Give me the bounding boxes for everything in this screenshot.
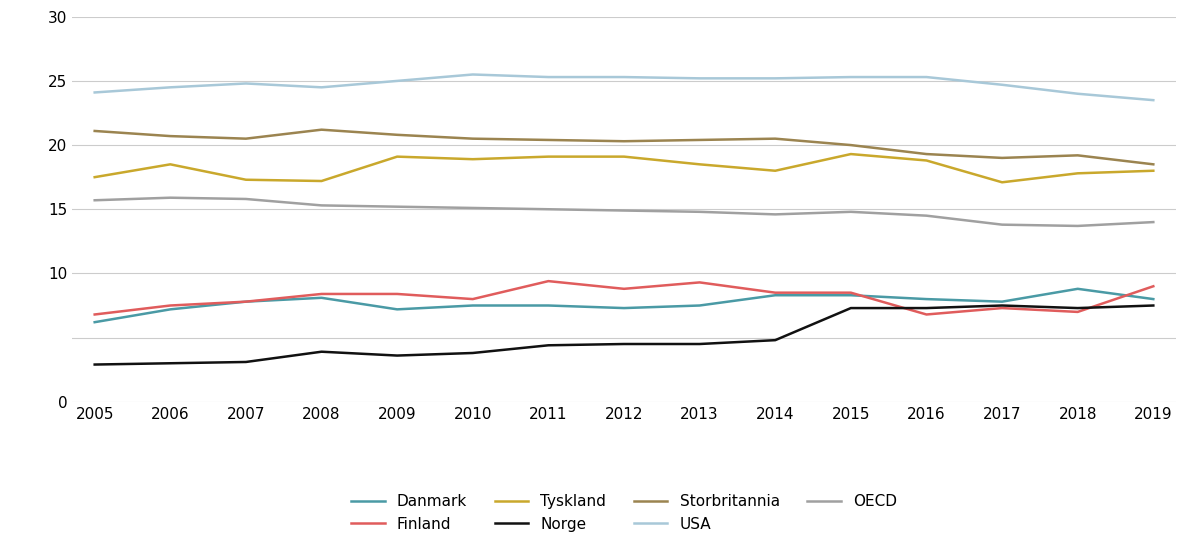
Legend: Danmark, Finland, Tyskland, Norge, Storbritannia, USA, OECD: Danmark, Finland, Tyskland, Norge, Storb… [350, 494, 898, 532]
